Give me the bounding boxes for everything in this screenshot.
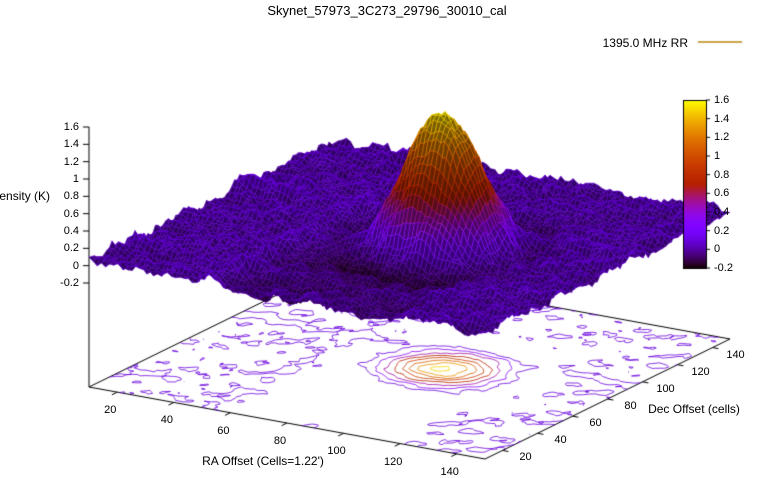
x-tick-label: 100 [327,445,346,458]
x-tick-label: 80 [273,435,287,447]
cb-tick-label: 0.8 [714,168,730,181]
z-tick-label: 0.2 [63,242,79,255]
x-tick-label: 40 [160,414,173,427]
z-tick-label: -0.2 [60,277,79,289]
cb-tick-label: 1.4 [714,112,730,125]
x-tick-label: 20 [104,404,117,417]
y-tick-label: 20 [519,451,532,464]
y-tick-label: 60 [589,417,602,430]
y-tick-label: 120 [691,365,710,378]
x-tick-label: 120 [383,455,403,468]
z-tick-label: 0.4 [63,225,79,237]
y-tick-label: 140 [726,348,745,361]
z-tick-label: 0.6 [63,207,79,220]
z-tick-label: 0 [72,259,79,272]
cb-tick-label: 0.2 [714,224,730,237]
cb-tick-label: 0.6 [714,187,730,200]
cb-tick-label: -0.2 [714,262,733,274]
cb-tick-label: 1 [714,150,721,162]
x-tick-label: 140 [440,465,459,478]
cb-tick-label: 1.6 [714,94,730,106]
y-tick-label: 40 [554,434,567,447]
y-tick-label: 100 [656,382,675,395]
x-tick-label: 60 [217,424,230,437]
cb-tick-label: 0 [714,243,721,256]
z-axis-label: Intensity (K) [0,189,51,203]
z-tick-label: 1 [72,173,79,185]
z-tick-label: 1.6 [63,121,79,133]
cb-tick-label: 0.4 [714,206,730,218]
z-tick-label: 1.4 [63,138,79,151]
x-axis-label: RA Offset (Cells=1.22') [202,454,324,468]
z-tick-label: 0.8 [63,190,79,203]
z-tick-label: 1.2 [63,155,79,168]
plot-title: Skynet_57973_3C273_29796_30010_cal [267,3,507,18]
cb-tick-label: 1.2 [714,131,730,144]
y-axis-label: Dec Offset (cells) [648,402,740,416]
legend-label: 1395.0 MHz RR [602,36,688,50]
y-tick-label: 80 [624,400,637,412]
